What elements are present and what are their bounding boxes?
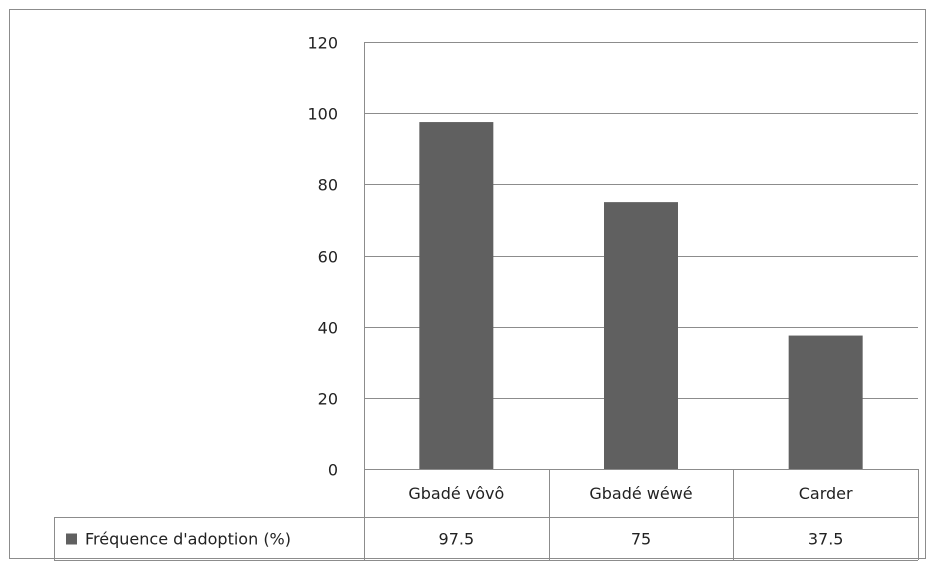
category-label: Carder (799, 484, 853, 503)
bar (604, 202, 678, 469)
category-label: Gbadé wéwé (589, 484, 692, 503)
bar (788, 335, 863, 469)
y-tick-label: 120 (307, 34, 338, 53)
bars (419, 122, 863, 469)
legend-label: Fréquence d'adoption (%) (85, 530, 291, 549)
bar (419, 122, 494, 469)
category-label: Gbadé vôvô (408, 484, 504, 503)
table-value: 37.5 (808, 530, 844, 549)
y-tick-label: 60 (318, 248, 338, 267)
legend-swatch (66, 533, 77, 545)
y-tick-label: 80 (318, 176, 338, 195)
table-value: 97.5 (439, 530, 475, 549)
y-tick-label: 40 (318, 319, 338, 338)
y-tick-label: 100 (307, 105, 338, 124)
y-axis-tick-labels: 0 20 40 60 80 100 120 (307, 34, 338, 480)
table-value: 75 (631, 530, 651, 549)
y-tick-label: 20 (318, 390, 338, 409)
data-table: Gbadé vôvô Gbadé wéwé Carder Fréquence d'ad… (54, 469, 919, 561)
y-tick-label: 0 (328, 461, 338, 480)
